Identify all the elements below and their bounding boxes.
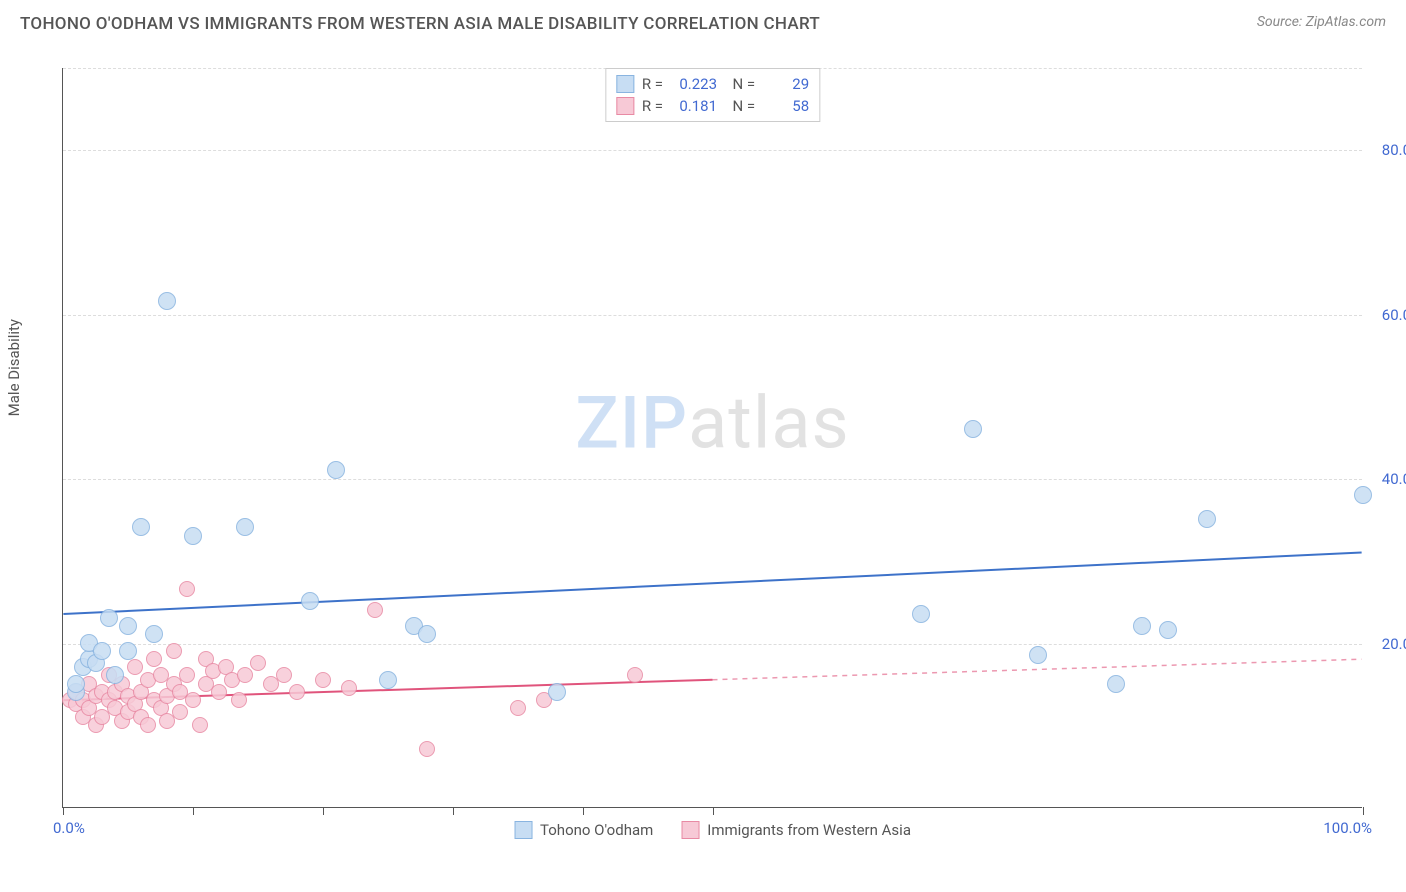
data-point: [1198, 510, 1216, 528]
data-point: [237, 667, 253, 683]
data-point: [140, 717, 156, 733]
data-point: [179, 581, 195, 597]
data-point: [1159, 621, 1177, 639]
y-tick-label: 40.0%: [1367, 470, 1406, 488]
data-point: [231, 692, 247, 708]
chart-title: TOHONO O'ODHAM VS IMMIGRANTS FROM WESTER…: [20, 14, 820, 34]
x-tick-mark: [713, 807, 714, 815]
legend-label-2: Immigrants from Western Asia: [707, 821, 911, 839]
gridline: [63, 644, 1362, 645]
swatch-series-2: [616, 97, 634, 115]
data-point: [145, 625, 163, 643]
stats-row-series-2: R = 0.181 N = 58: [616, 95, 809, 117]
data-point: [367, 602, 383, 618]
data-point: [127, 659, 143, 675]
data-point: [301, 592, 319, 610]
data-point: [100, 609, 118, 627]
data-point: [146, 651, 162, 667]
data-point: [964, 420, 982, 438]
y-tick-label: 20.0%: [1367, 635, 1406, 653]
r-label: R =: [642, 97, 663, 115]
data-point: [1354, 486, 1372, 504]
r-label: R =: [642, 75, 663, 93]
data-point: [250, 655, 266, 671]
data-point: [119, 642, 137, 660]
data-point: [184, 527, 202, 545]
x-tick-mark: [193, 807, 194, 815]
y-tick-label: 60.0%: [1367, 306, 1406, 324]
data-point: [158, 292, 176, 310]
data-point: [912, 605, 930, 623]
gridline: [63, 479, 1362, 480]
watermark-text: ZIPatlas: [575, 380, 849, 465]
x-tick-mark: [63, 807, 64, 815]
data-point: [179, 667, 195, 683]
x-tick-mark: [323, 807, 324, 815]
data-point: [548, 683, 566, 701]
legend-swatch-2: [681, 821, 699, 839]
x-axis-min-label: 0.0%: [53, 819, 85, 837]
data-point: [627, 667, 643, 683]
data-point: [1133, 617, 1151, 635]
x-tick-mark: [583, 807, 584, 815]
data-point: [211, 684, 227, 700]
data-point: [1029, 646, 1047, 664]
data-point: [379, 671, 397, 689]
data-point: [67, 675, 85, 693]
legend-label-1: Tohono O'odham: [540, 821, 653, 839]
data-point: [192, 717, 208, 733]
data-point: [419, 741, 435, 757]
plot-area: ZIPatlas R = 0.223 N = 29 R = 0.181 N = …: [62, 68, 1362, 808]
data-point: [185, 692, 201, 708]
chart-container: Male Disability ZIPatlas R = 0.223 N = 2…: [20, 50, 1386, 862]
x-tick-mark: [1363, 807, 1364, 815]
n-value-2: 58: [763, 97, 809, 115]
source-attribution: Source: ZipAtlas.com: [1257, 14, 1386, 30]
n-label: N =: [725, 97, 755, 115]
n-value-1: 29: [763, 75, 809, 93]
data-point: [327, 461, 345, 479]
x-tick-mark: [453, 807, 454, 815]
trendline-solid: [63, 552, 1361, 614]
data-point: [172, 704, 188, 720]
gridline: [63, 150, 1362, 151]
legend-swatch-1: [514, 821, 532, 839]
x-axis-max-label: 100.0%: [1323, 819, 1372, 837]
n-label: N =: [725, 75, 755, 93]
data-point: [276, 667, 292, 683]
trendlines-svg: [63, 68, 1362, 807]
r-value-1: 0.223: [671, 75, 717, 93]
bottom-legend: Tohono O'odham Immigrants from Western A…: [514, 821, 911, 839]
stats-row-series-1: R = 0.223 N = 29: [616, 73, 809, 95]
stats-legend-box: R = 0.223 N = 29 R = 0.181 N = 58: [605, 68, 820, 122]
legend-item-2: Immigrants from Western Asia: [681, 821, 911, 839]
data-point: [93, 642, 111, 660]
data-point: [289, 684, 305, 700]
data-point: [166, 643, 182, 659]
gridline: [63, 315, 1362, 316]
watermark-part2: atlas: [688, 380, 850, 465]
legend-item-1: Tohono O'odham: [514, 821, 653, 839]
data-point: [106, 666, 124, 684]
data-point: [132, 518, 150, 536]
data-point: [1107, 675, 1125, 693]
watermark-part1: ZIP: [575, 380, 688, 465]
data-point: [341, 680, 357, 696]
data-point: [315, 672, 331, 688]
data-point: [119, 617, 137, 635]
data-point: [510, 700, 526, 716]
data-point: [236, 518, 254, 536]
chart-header: TOHONO O'ODHAM VS IMMIGRANTS FROM WESTER…: [0, 0, 1406, 42]
y-tick-label: 80.0%: [1367, 141, 1406, 159]
data-point: [418, 625, 436, 643]
r-value-2: 0.181: [671, 97, 717, 115]
y-axis-label: Male Disability: [5, 319, 23, 416]
swatch-series-1: [616, 75, 634, 93]
